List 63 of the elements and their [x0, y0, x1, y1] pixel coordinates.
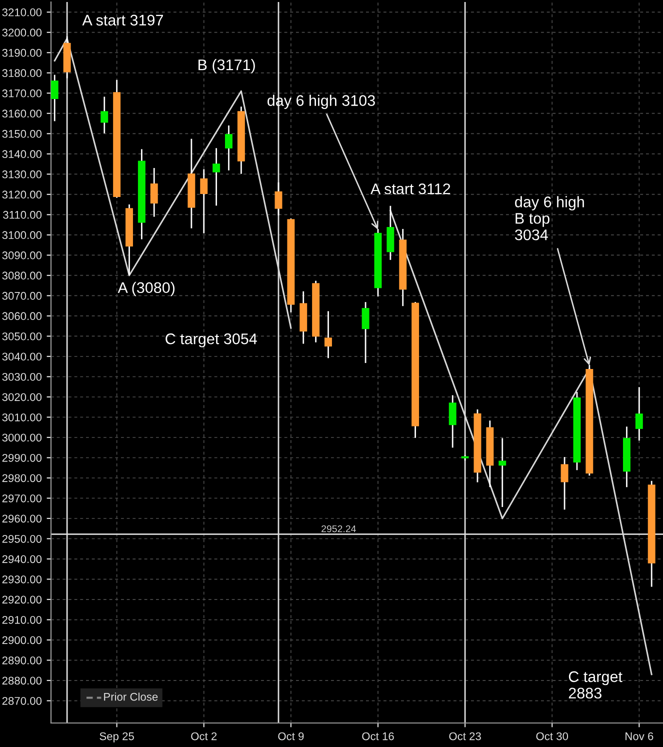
- x-tick-label: Oct 2: [191, 732, 217, 740]
- y-tick-label: 3000.00: [2, 434, 42, 442]
- candlestick: [212, 148, 220, 206]
- annotation: A start 3112: [370, 183, 450, 194]
- candlestick: [274, 182, 282, 216]
- y-tick-label: 2870.00: [2, 696, 42, 705]
- annotation: C target 2883: [568, 671, 622, 699]
- x-tick-label: Oct 9: [278, 732, 304, 740]
- y-tick-label: 2980.00: [2, 474, 42, 482]
- y-tick-label: 2890.00: [2, 656, 42, 664]
- y-tick-label: 3160.00: [2, 110, 42, 118]
- x-tick-label: Nov 6: [626, 732, 654, 740]
- x-tick-label: Oct 30: [536, 732, 568, 740]
- candlestick: [560, 456, 568, 510]
- y-tick-label: 3110.00: [3, 210, 42, 219]
- y-tick-label: 2960.00: [2, 514, 42, 523]
- candlestick: [635, 387, 643, 441]
- candlestick: [150, 168, 158, 217]
- y-tick-label: 3010.00: [2, 413, 42, 422]
- y-tick-label: 3120.00: [2, 190, 42, 199]
- y-tick-label: 3190.00: [2, 48, 42, 57]
- y-tick-label: 2950.00: [2, 534, 42, 543]
- candlestick: [448, 395, 456, 448]
- x-tick-label: Oct 23: [449, 732, 481, 740]
- x-tick-label: Oct 16: [362, 732, 394, 740]
- y-tick-label: 3170.00: [2, 89, 42, 98]
- y-tick-label: 3100.00: [2, 231, 42, 240]
- y-tick-label: 2930.00: [2, 575, 42, 584]
- y-tick-label: 3030.00: [2, 372, 42, 381]
- y-tick-label: 3020.00: [2, 393, 42, 402]
- y-tick-label: 3080.00: [2, 272, 42, 280]
- annotation: day 6 high B top 3034: [514, 196, 584, 240]
- candlestick: [100, 96, 108, 134]
- y-tick-label: 3050.00: [2, 332, 42, 340]
- candlestick: [225, 125, 232, 170]
- y-tick-label: 3040.00: [2, 352, 42, 361]
- candlestick: [200, 169, 208, 234]
- y-tick-label: 2920.00: [2, 596, 42, 604]
- y-tick-label: 2910.00: [2, 616, 42, 624]
- y-tick-label: 3150.00: [2, 130, 42, 138]
- candlestick: [324, 311, 332, 358]
- annotation: B (3171): [198, 59, 255, 74]
- annotation: A start 3197: [82, 14, 163, 26]
- y-tick-label: 3090.00: [2, 251, 42, 260]
- annotation: A (3080): [118, 282, 175, 296]
- y-tick-label: 3140.00: [2, 150, 42, 158]
- y-tick-label: 3180.00: [2, 69, 42, 78]
- annotation: Prior Close: [104, 692, 158, 701]
- y-tick-label: 3130.00: [2, 170, 42, 178]
- y-tick-label: 2970.00: [2, 494, 42, 502]
- annotation: C target 3054: [166, 333, 257, 348]
- ref-line-label: 2952.24: [322, 525, 356, 532]
- y-tick-label: 2990.00: [2, 454, 42, 462]
- candlestick: [498, 438, 506, 507]
- y-tick-label: 3200.00: [2, 28, 42, 37]
- y-tick-label: 2900.00: [2, 636, 42, 644]
- y-tick-label: 3070.00: [2, 292, 42, 300]
- candlestick: [362, 302, 370, 363]
- y-tick-label: 2880.00: [2, 676, 42, 685]
- y-tick-label: 3060.00: [2, 312, 42, 320]
- y-tick-label: 2940.00: [2, 555, 42, 564]
- y-tick-label: 3210.00: [2, 8, 42, 16]
- x-tick-label: Sep 25: [100, 732, 134, 742]
